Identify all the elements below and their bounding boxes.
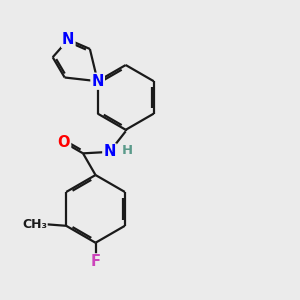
Text: N: N: [92, 74, 104, 89]
Text: F: F: [91, 254, 100, 269]
Text: CH₃: CH₃: [22, 218, 47, 231]
Text: H: H: [122, 144, 133, 157]
Text: O: O: [58, 135, 70, 150]
Text: N: N: [62, 32, 74, 47]
Text: N: N: [103, 144, 116, 159]
